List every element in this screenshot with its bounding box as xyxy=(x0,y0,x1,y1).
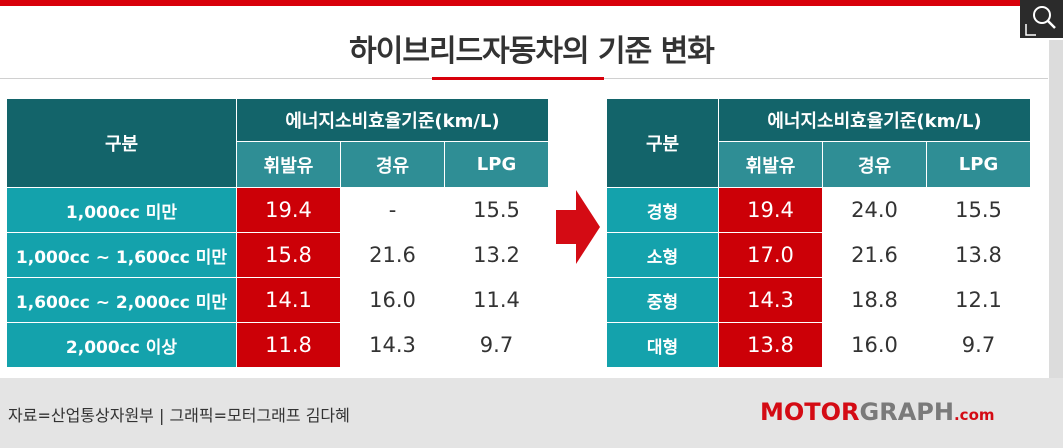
title-accent-underline xyxy=(432,77,604,80)
row-category: 중형 xyxy=(606,277,719,323)
page-title: 하이브리드자동차의 기준 변화 xyxy=(349,34,715,69)
brand-logo-part-motor: MOTOR xyxy=(760,398,860,426)
row-category: 1,000cc 미만 xyxy=(6,187,237,233)
right-corner-header: 구분 xyxy=(606,98,719,188)
diesel-value: - xyxy=(340,187,445,233)
right-fuel-header-diesel: 경유 xyxy=(822,141,927,188)
table-row: 2,000cc 이상 11.8 14.3 9.7 xyxy=(6,322,550,368)
right-fuel-header-gasoline: 휘발유 xyxy=(718,141,823,188)
row-category: 대형 xyxy=(606,322,719,368)
search-button[interactable] xyxy=(1020,0,1063,38)
diesel-value: 24.0 xyxy=(822,187,927,233)
table-row: 소형 17.0 21.6 13.8 xyxy=(606,232,1032,278)
diesel-value: 21.6 xyxy=(822,232,927,278)
table-row: 1,000cc ~ 1,600cc 미만 15.8 21.6 13.2 xyxy=(6,232,550,278)
brand-logo-part-com: .com xyxy=(953,406,995,424)
lpg-value: 12.1 xyxy=(925,277,1032,323)
table-row: 경형 19.4 24.0 15.5 xyxy=(606,187,1032,233)
left-efficiency-table: 구분 에너지소비효율기준(km/L) 휘발유 경유 LPG 1,000cc 미만… xyxy=(6,98,550,368)
left-group-header: 에너지소비효율기준(km/L) xyxy=(235,98,550,142)
left-corner-header: 구분 xyxy=(6,98,237,188)
diesel-value: 18.8 xyxy=(822,277,927,323)
right-edge-strip xyxy=(1049,40,1063,378)
magnifier-icon xyxy=(1025,6,1056,36)
top-accent-bar xyxy=(0,0,1063,6)
gasoline-value: 14.3 xyxy=(718,277,823,323)
lpg-value: 15.5 xyxy=(443,187,550,233)
table-row: 중형 14.3 18.8 12.1 xyxy=(606,277,1032,323)
table-row: 1,000cc 미만 19.4 - 15.5 xyxy=(6,187,550,233)
lpg-value: 15.5 xyxy=(925,187,1032,233)
right-fuel-header-lpg: LPG xyxy=(925,141,1032,188)
lpg-value: 13.2 xyxy=(443,232,550,278)
row-category: 소형 xyxy=(606,232,719,278)
diesel-value: 16.0 xyxy=(340,277,445,323)
gasoline-value: 17.0 xyxy=(718,232,823,278)
row-category: 2,000cc 이상 xyxy=(6,322,237,368)
gasoline-value: 19.4 xyxy=(718,187,823,233)
gasoline-value: 11.8 xyxy=(236,322,341,368)
gasoline-value: 15.8 xyxy=(236,232,341,278)
right-group-header: 에너지소비효율기준(km/L) xyxy=(717,98,1032,142)
lpg-value: 9.7 xyxy=(925,322,1032,368)
left-fuel-header-lpg: LPG xyxy=(443,141,550,188)
right-efficiency-table: 구분 에너지소비효율기준(km/L) 휘발유 경유 LPG 경형 19.4 24… xyxy=(606,98,1032,368)
source-credit: 자료=산업통상자원부 | 그래픽=모터그래프 김다혜 xyxy=(8,406,350,425)
lpg-value: 11.4 xyxy=(443,277,550,323)
lpg-value: 13.8 xyxy=(925,232,1032,278)
right-arrow-icon xyxy=(556,190,600,264)
left-fuel-header-diesel: 경유 xyxy=(340,141,445,188)
brand-logo-part-graph: GRAPH xyxy=(859,398,954,426)
gasoline-value: 14.1 xyxy=(236,277,341,323)
table-row: 1,600cc ~ 2,000cc 미만 14.1 16.0 11.4 xyxy=(6,277,550,323)
row-category: 경형 xyxy=(606,187,719,233)
diesel-value: 16.0 xyxy=(822,322,927,368)
gasoline-value: 19.4 xyxy=(236,187,341,233)
row-category: 1,600cc ~ 2,000cc 미만 xyxy=(6,277,237,323)
gasoline-value: 13.8 xyxy=(718,322,823,368)
row-category: 1,000cc ~ 1,600cc 미만 xyxy=(6,232,237,278)
lpg-value: 9.7 xyxy=(443,322,550,368)
left-fuel-header-gasoline: 휘발유 xyxy=(236,141,341,188)
diesel-value: 21.6 xyxy=(340,232,445,278)
table-row: 대형 13.8 16.0 9.7 xyxy=(606,322,1032,368)
brand-logo[interactable]: MOTORGRAPH.com xyxy=(760,398,995,426)
diesel-value: 14.3 xyxy=(340,322,445,368)
